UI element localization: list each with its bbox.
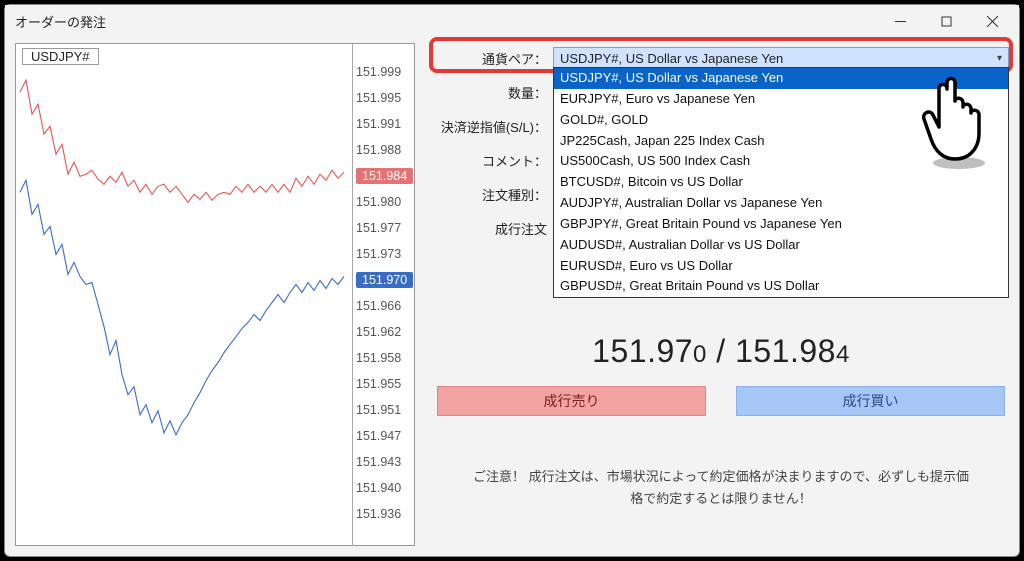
price-tag: 151.970 — [356, 272, 413, 288]
currency-pair-option[interactable]: AUDUSD#, Australian Dollar vs US Dollar — [554, 235, 1008, 256]
y-tick: 151.977 — [356, 221, 414, 235]
currency-pair-value: USDJPY#, US Dollar vs Japanese Yen — [560, 51, 783, 66]
currency-pair-option[interactable]: US500Cash, US 500 Index Cash — [554, 151, 1008, 172]
y-tick: 151.966 — [356, 299, 414, 313]
y-tick: 151.962 — [356, 325, 414, 339]
window-title: オーダーの発注 — [15, 12, 877, 31]
ask-main: 151.98 — [735, 333, 836, 369]
y-tick: 151.958 — [356, 351, 414, 365]
currency-pair-option[interactable]: AUDJPY#, Australian Dollar vs Japanese Y… — [554, 193, 1008, 214]
comment-label: コメント： — [433, 151, 553, 170]
currency-pair-option[interactable]: GBPUSD#, Great Britain Pound vs US Dolla… — [554, 276, 1008, 297]
ask-last-digit: 4 — [836, 341, 850, 368]
y-tick: 151.973 — [356, 247, 414, 261]
currency-pair-select[interactable]: USDJPY#, US Dollar vs Japanese Yen ▾ — [553, 47, 1009, 69]
market-order-notice: ご注意！ 成行注文は、市場状況によって約定価格が決まりますので、必ずしも提示価 … — [433, 466, 1009, 510]
currency-pair-option[interactable]: JP225Cash, Japan 225 Index Cash — [554, 131, 1008, 152]
chart-lines — [16, 44, 356, 545]
currency-pair-option[interactable]: BTCUSD#, Bitcoin vs US Dollar — [554, 172, 1008, 193]
currency-pair-option[interactable]: EURUSD#, Euro vs US Dollar — [554, 256, 1008, 277]
bid-last-digit: 0 — [693, 341, 707, 368]
close-button[interactable] — [969, 6, 1015, 36]
y-tick: 151.951 — [356, 403, 414, 417]
qty-label: 数量： — [433, 83, 553, 102]
minimize-button[interactable] — [877, 6, 923, 36]
currency-pair-option[interactable]: GBPJPY#, Great Britain Pound vs Japanese… — [554, 214, 1008, 235]
buy-market-button[interactable]: 成行買い — [736, 386, 1005, 416]
price-chart: USDJPY# 151.999151.995151.991151.988151.… — [15, 43, 415, 546]
market-order-label: 成行注文 — [433, 219, 553, 238]
currency-pair-option[interactable]: GOLD#, GOLD — [554, 110, 1008, 131]
y-tick: 151.980 — [356, 195, 414, 209]
y-tick: 151.955 — [356, 377, 414, 391]
sell-market-button[interactable]: 成行売り — [437, 386, 706, 416]
y-tick: 151.995 — [356, 91, 414, 105]
y-tick: 151.991 — [356, 117, 414, 131]
currency-pair-option[interactable]: USDJPY#, US Dollar vs Japanese Yen — [554, 68, 1008, 89]
y-tick: 151.999 — [356, 65, 414, 79]
y-tick: 151.947 — [356, 429, 414, 443]
bid-ask-display: 151.970 / 151.984 — [433, 333, 1009, 370]
order-form: 通貨ペア： USDJPY#, US Dollar vs Japanese Yen… — [433, 43, 1009, 546]
price-tag: 151.984 — [356, 168, 413, 184]
y-tick: 151.988 — [356, 143, 414, 157]
bid-main: 151.97 — [592, 333, 693, 369]
y-tick: 151.940 — [356, 481, 414, 495]
y-axis: 151.999 151.995 151.991 151.988 151.984 151.9… — [356, 44, 414, 545]
currency-pair-dropdown[interactable]: USDJPY#, US Dollar vs Japanese YenEURJPY… — [553, 67, 1009, 298]
order-window: オーダーの発注 USDJPY# 151.999151.995151.991151… — [4, 4, 1020, 557]
y-tick: 151.936 — [356, 507, 414, 521]
content-area: USDJPY# 151.999151.995151.991151.988151.… — [5, 37, 1019, 556]
order-type-label: 注文種別： — [433, 185, 553, 204]
titlebar: オーダーの発注 — [5, 5, 1019, 37]
currency-pair-option[interactable]: EURJPY#, Euro vs Japanese Yen — [554, 89, 1008, 110]
maximize-button[interactable] — [923, 6, 969, 36]
sl-label: 決済逆指値(S/L)： — [433, 117, 553, 136]
chevron-down-icon: ▾ — [997, 53, 1002, 64]
y-tick: 151.943 — [356, 455, 414, 469]
pair-label: 通貨ペア： — [433, 49, 553, 68]
